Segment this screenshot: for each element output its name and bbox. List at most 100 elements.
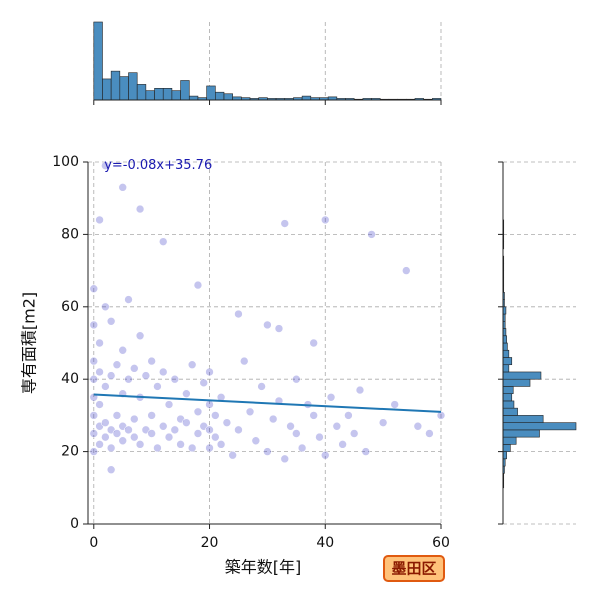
x-tick-label: 20 xyxy=(201,535,219,551)
point xyxy=(158,237,168,246)
point xyxy=(211,432,220,442)
point xyxy=(338,440,347,449)
point xyxy=(112,429,122,438)
badge: 墨田区 xyxy=(391,560,436,578)
point xyxy=(401,266,411,275)
regression-line xyxy=(93,393,442,413)
point xyxy=(164,400,174,409)
hist-bar xyxy=(93,21,103,101)
point xyxy=(234,309,243,319)
badge-box xyxy=(383,555,445,582)
point xyxy=(216,440,226,449)
y-tick-label: 40 xyxy=(61,371,79,387)
y-tick-label: 80 xyxy=(61,226,79,242)
hist-bar xyxy=(128,72,138,101)
point xyxy=(124,295,133,304)
point xyxy=(89,356,99,366)
point xyxy=(89,429,99,438)
point xyxy=(268,414,278,424)
point xyxy=(147,411,156,420)
point xyxy=(147,429,156,438)
point xyxy=(164,432,174,442)
hist-bar xyxy=(180,80,190,101)
x-axis-label: 築年数[年] xyxy=(225,558,302,577)
point xyxy=(251,436,261,446)
y-tick-label: 100 xyxy=(52,154,79,170)
point xyxy=(176,440,185,449)
hist-bar xyxy=(502,444,511,452)
hist-bar xyxy=(110,70,121,101)
hist-bar xyxy=(102,78,112,101)
point xyxy=(89,320,99,330)
point xyxy=(187,443,197,453)
point xyxy=(89,374,99,384)
hist-bar xyxy=(502,357,513,366)
point xyxy=(118,345,128,355)
hist-bar xyxy=(502,400,515,409)
hist-bar xyxy=(301,95,312,101)
point xyxy=(263,320,272,330)
hist-bar xyxy=(502,415,544,423)
y-tick-label: 20 xyxy=(61,444,79,460)
point xyxy=(95,367,104,377)
point xyxy=(211,411,220,420)
point xyxy=(205,367,214,377)
point xyxy=(182,418,191,427)
hist-bar xyxy=(136,84,147,101)
hist-bar xyxy=(502,335,507,344)
y-tick-label: 60 xyxy=(61,299,79,315)
point xyxy=(118,183,128,192)
point xyxy=(239,356,249,366)
point xyxy=(257,382,266,391)
point xyxy=(349,429,359,438)
point xyxy=(106,371,116,380)
hist-bar xyxy=(502,371,542,380)
point xyxy=(95,338,104,348)
point xyxy=(182,389,191,398)
point xyxy=(245,407,255,417)
point xyxy=(355,385,365,395)
point xyxy=(263,447,272,456)
point xyxy=(153,382,162,391)
point xyxy=(332,421,342,431)
hist-bar xyxy=(223,93,233,101)
point xyxy=(95,440,104,449)
point xyxy=(89,411,99,420)
point xyxy=(344,411,353,420)
hist-bar xyxy=(171,90,181,101)
point xyxy=(378,418,388,427)
point xyxy=(390,400,400,409)
point xyxy=(129,364,139,373)
point xyxy=(135,440,145,449)
hist-bar xyxy=(502,436,517,445)
point xyxy=(205,443,214,453)
point xyxy=(286,421,295,431)
hist-bar xyxy=(154,88,164,101)
point xyxy=(309,411,318,420)
point xyxy=(367,230,376,239)
point xyxy=(222,418,232,427)
point xyxy=(425,429,434,438)
point xyxy=(193,280,203,290)
point xyxy=(320,215,330,225)
point xyxy=(413,421,423,431)
point xyxy=(280,454,290,464)
hist-bar xyxy=(502,451,507,460)
hist-bar xyxy=(145,90,155,101)
point xyxy=(95,215,104,225)
point xyxy=(170,374,180,384)
point xyxy=(193,407,203,417)
hist-bar xyxy=(502,422,577,431)
annotation: y=-0.08x+35.76 xyxy=(104,158,212,173)
point xyxy=(147,356,156,366)
point xyxy=(326,392,336,402)
point xyxy=(315,432,324,442)
point xyxy=(361,447,371,456)
hist-bar xyxy=(162,88,173,101)
y-axis-label: 専有面積[m2] xyxy=(20,292,39,394)
hist-bar xyxy=(502,378,531,387)
point xyxy=(193,429,203,438)
point xyxy=(309,338,318,348)
point xyxy=(124,425,133,435)
